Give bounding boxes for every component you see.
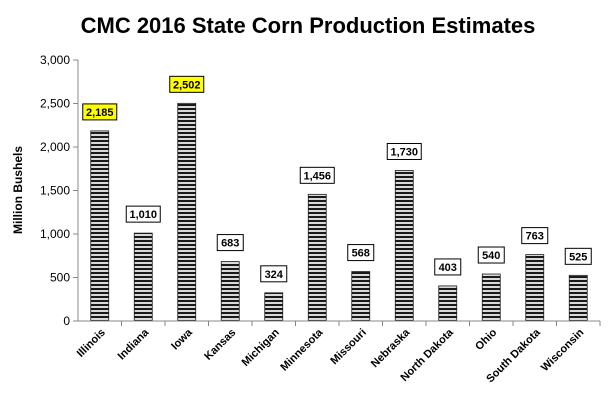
bar — [90, 130, 110, 322]
data-label: 1,010 — [129, 209, 157, 221]
data-label: 2,185 — [86, 107, 114, 119]
bar — [394, 170, 414, 322]
data-label-box — [386, 142, 422, 160]
data-label-box — [347, 244, 375, 262]
x-tick-label: Michigan — [240, 326, 282, 368]
data-label: 683 — [221, 238, 239, 250]
y-tick-label: 2,000 — [40, 140, 70, 154]
bar — [264, 292, 284, 322]
bar — [568, 274, 588, 322]
x-tick-label: Ohio — [473, 326, 499, 352]
bars — [90, 102, 588, 322]
data-label-box — [521, 227, 549, 245]
data-label-box — [434, 258, 462, 276]
data-label-box — [477, 246, 505, 264]
bar — [525, 254, 545, 322]
x-axis-labels: Illinois Indiana Iowa Kansas MichiganMinneso… — [75, 321, 601, 385]
data-label-box — [82, 103, 118, 121]
axes — [77, 60, 600, 322]
data-label: 1,730 — [390, 146, 418, 158]
y-tick-label: 500 — [50, 271, 70, 285]
x-tick-label: Minnesota — [278, 326, 326, 374]
bar — [438, 285, 458, 322]
bar — [351, 271, 371, 322]
bar — [177, 102, 197, 322]
bar — [133, 232, 153, 322]
data-label-box — [260, 265, 288, 283]
data-label: 403 — [439, 262, 457, 274]
x-tick-label: Wisconsin — [539, 326, 587, 374]
data-label-box — [216, 234, 244, 252]
data-labels: 2,185 1,010 2,502 683 324 1,456 568 1,730 403 540… — [82, 75, 592, 283]
data-label-box — [564, 247, 592, 265]
data-label: 763 — [526, 231, 544, 243]
y-axis-label: Million Bushels — [11, 146, 25, 234]
data-label-box — [299, 166, 335, 184]
y-tick-label: 3,000 — [40, 53, 70, 67]
bar — [307, 193, 327, 322]
data-label: 2,502 — [173, 79, 201, 91]
data-label: 568 — [352, 248, 370, 260]
x-tick-label: Nebraska — [369, 326, 413, 370]
y-tick-label: 1,500 — [40, 184, 70, 198]
chart-title: CMC 2016 State Corn Production Estimates — [81, 13, 536, 38]
x-tick-label: Indiana — [116, 326, 152, 362]
bar — [220, 261, 240, 322]
y-tick-label: 1,000 — [40, 227, 70, 241]
data-label: 1,456 — [303, 170, 331, 182]
data-label-box — [169, 75, 205, 93]
x-tick-label: Missouri — [328, 327, 368, 367]
data-label-box — [125, 205, 161, 223]
y-tick-label: 2,500 — [40, 97, 70, 111]
bar — [481, 273, 501, 322]
y-axis-ticks: 0 500 1,000 1,500 2,000 2,500 3,000 — [40, 53, 78, 328]
x-tick-label: Kansas — [202, 327, 238, 363]
data-label: 540 — [482, 250, 500, 262]
data-label: 324 — [265, 269, 284, 281]
y-tick-label: 0 — [63, 314, 70, 328]
data-label: 525 — [569, 251, 587, 263]
x-tick-label: Iowa — [169, 326, 195, 352]
x-tick-label: Illinois — [75, 327, 108, 360]
